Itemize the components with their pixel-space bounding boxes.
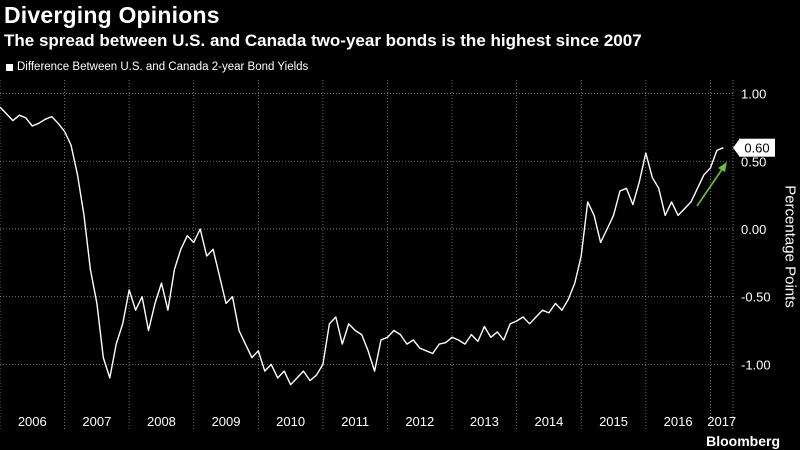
y-axis-label: Percentage Points [781,185,799,308]
chart-title: Diverging Opinions [4,2,220,28]
series-line [0,106,724,386]
last-value-label: 0.60 [744,141,769,156]
annotation-layer: 0.60 [696,138,775,207]
axis-layer: 1.00 0.50 0.00 -0.50 -1.00 2006 2007 2008 2009 20… [18,87,771,429]
x-tick-label: 2007 [82,414,111,429]
x-tick-label: 2014 [534,414,563,429]
x-tick-label: 2006 [18,414,47,429]
chart-subtitle: The spread between U.S. and Canada two-y… [4,31,642,50]
last-value-pointer [733,139,739,156]
x-tick-label: 2011 [341,414,369,429]
x-tick-label: 2016 [664,414,693,429]
y-tick-label: -0.50 [741,290,771,305]
x-tick-label: 2009 [212,414,241,429]
x-tick-label: 2008 [147,414,176,429]
trend-arrow-head [718,162,727,172]
y-tick-label: 1.00 [741,87,766,102]
trend-arrow-shaft [696,164,726,207]
x-tick-label: 2010 [276,414,305,429]
y-tick-label: 0.00 [741,222,766,237]
chart-legend: Difference Between U.S. and Canada 2-yea… [6,61,308,73]
y-tick-label: 0.50 [741,154,766,169]
x-tick-label: 2012 [405,414,434,429]
last-value-box [739,138,775,157]
y-tick-label: -1.00 [741,357,771,372]
series-layer [0,106,724,386]
legend-label: Difference Between U.S. and Canada 2-yea… [17,61,309,73]
x-tick-label: 2015 [599,414,628,429]
x-tick-label: 2017 [707,414,736,429]
legend-swatch [6,63,13,71]
bloomberg-logo: Bloomberg [706,433,780,449]
x-tick-label: 2013 [470,414,499,429]
